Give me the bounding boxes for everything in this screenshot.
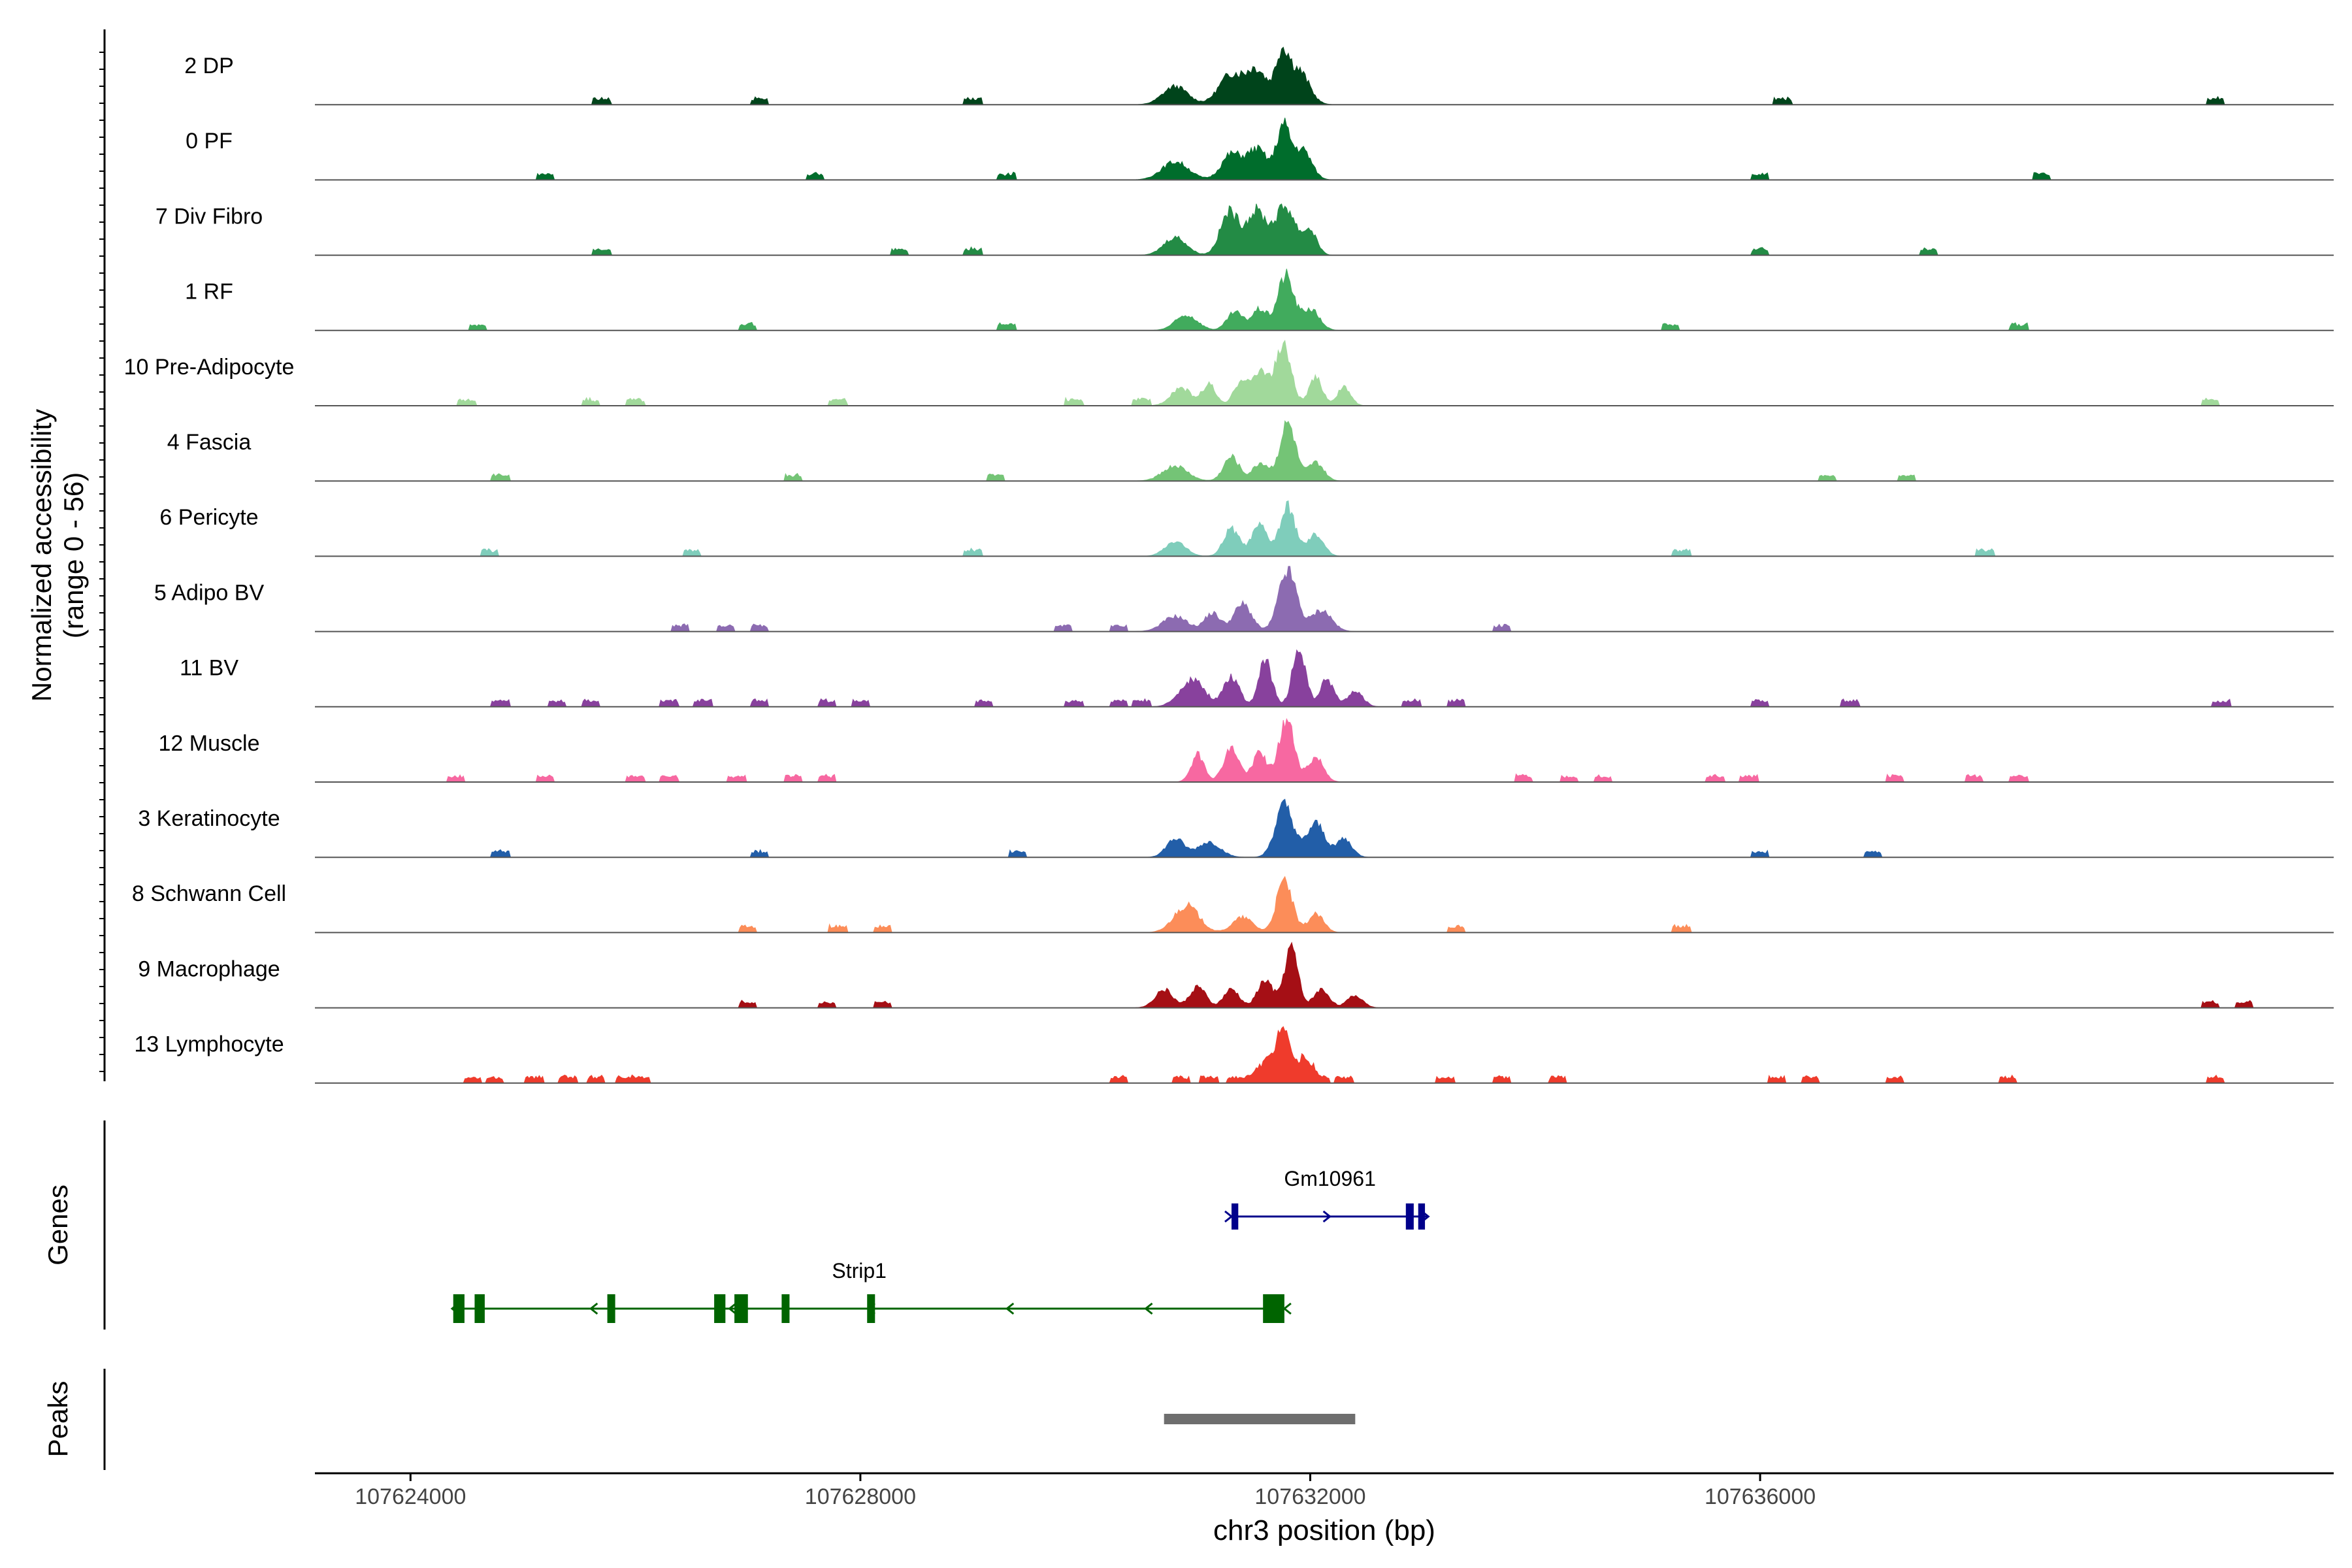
- track-label: 9 Macrophage: [138, 956, 280, 981]
- track-label: 4 Fascia: [167, 430, 252, 455]
- coverage-area: [315, 798, 2334, 858]
- track-label: 0 PF: [186, 129, 233, 154]
- gene-name: Gm10961: [1284, 1167, 1376, 1190]
- exon: [734, 1294, 748, 1323]
- track-label: 2 DP: [184, 54, 234, 78]
- y-axis-label-line-2: (range 0 - 56): [58, 472, 89, 638]
- coverage-area: [315, 203, 2334, 256]
- track-label: 6 Pericyte: [159, 505, 258, 530]
- x-tick-label: 107624000: [355, 1484, 466, 1509]
- coverage-area: [315, 269, 2334, 331]
- exon: [867, 1294, 875, 1323]
- exon: [607, 1294, 615, 1323]
- track-label: 10 Pre-Adipocyte: [124, 355, 295, 380]
- track-label: 8 Schwann Cell: [132, 881, 286, 906]
- track-10: 12 Muscle: [159, 717, 2334, 783]
- track-5: 10 Pre-Adipocyte: [124, 340, 2334, 406]
- peaks-panel-label: Peaks: [42, 1381, 73, 1458]
- exon: [714, 1294, 726, 1323]
- coverage-area: [315, 566, 2334, 632]
- coverage-area: [315, 118, 2334, 180]
- track-7: 6 Pericyte: [159, 500, 2334, 557]
- strand-arrow: [589, 1302, 598, 1315]
- tracks-y-ticks: [99, 52, 105, 1072]
- track-label: 5 Adipo BV: [154, 580, 265, 605]
- x-tick-label: 107632000: [1254, 1484, 1365, 1509]
- track-label: 11 BV: [180, 656, 238, 681]
- strand-arrow: [1282, 1302, 1292, 1315]
- track-14: 13 Lymphocyte: [134, 1026, 2334, 1084]
- exon: [453, 1294, 465, 1323]
- track-13: 9 Macrophage: [138, 941, 2334, 1009]
- exon: [1418, 1203, 1426, 1230]
- strand-arrow: [1322, 1210, 1332, 1223]
- exon: [781, 1294, 790, 1323]
- strand-arrow: [1005, 1302, 1015, 1315]
- track-label: 1 RF: [185, 280, 233, 304]
- gene-strip1: Strip1: [450, 1259, 1292, 1323]
- track-1: 2 DP: [184, 46, 2334, 106]
- track-9: 11 BV: [180, 649, 2334, 708]
- strand-arrow: [1224, 1210, 1233, 1223]
- coverage-area: [315, 941, 2334, 1009]
- x-axis-label: chr3 position (bp): [1213, 1514, 1435, 1546]
- exon: [474, 1294, 485, 1323]
- track-label: 7 Div Fibro: [155, 204, 263, 229]
- peak-region: [1164, 1414, 1356, 1424]
- exon: [1263, 1294, 1284, 1323]
- strand-arrow: [728, 1302, 737, 1315]
- coverage-area: [315, 500, 2334, 557]
- x-axis-ticks: 107624000 107628000 107632000 107636000: [355, 1473, 1816, 1509]
- accessibility-tracks: 2 DP 0 PF 7 Div Fibro 1 RF 10 Pre-Adipocyte 4…: [124, 46, 2334, 1084]
- track-11: 3 Keratinocyte: [138, 798, 2334, 858]
- coverage-area: [315, 1026, 2334, 1084]
- track-4: 1 RF: [185, 269, 2334, 331]
- exon: [1231, 1203, 1239, 1230]
- track-8: 5 Adipo BV: [154, 566, 2334, 632]
- coverage-area: [315, 420, 2334, 482]
- track-label: 12 Muscle: [159, 731, 260, 756]
- gene-gm10961: Gm10961: [1224, 1167, 1430, 1230]
- exon: [1405, 1203, 1414, 1230]
- track-2: 0 PF: [186, 118, 2334, 181]
- coverage-area: [315, 717, 2334, 783]
- coverage-area: [315, 46, 2334, 105]
- track-6: 4 Fascia: [167, 420, 2334, 482]
- track-label: 3 Keratinocyte: [138, 806, 280, 831]
- strand-arrow: [1144, 1302, 1153, 1315]
- genes-panel-label: Genes: [42, 1184, 73, 1266]
- track-label: 13 Lymphocyte: [134, 1032, 284, 1057]
- x-tick-label: 107628000: [805, 1484, 916, 1509]
- track-3: 7 Div Fibro: [155, 203, 2334, 256]
- coverage-area: [315, 875, 2334, 933]
- track-12: 8 Schwann Cell: [132, 875, 2334, 934]
- genes-panel: Gm10961 Strip1: [450, 1167, 1430, 1323]
- gene-name: Strip1: [832, 1259, 887, 1282]
- coverage-area: [315, 340, 2334, 406]
- y-axis-label-line-1: Normalized accessibility: [26, 409, 57, 702]
- x-tick-label: 107636000: [1705, 1484, 1816, 1509]
- coverage-area: [315, 649, 2334, 708]
- peaks-panel: [1164, 1414, 1356, 1424]
